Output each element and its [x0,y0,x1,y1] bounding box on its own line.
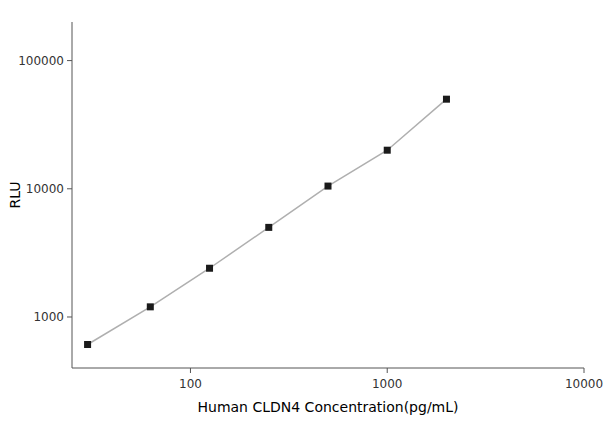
y-tick-label: 10000 [26,182,64,196]
x-tick [190,368,191,373]
marker [384,147,391,154]
y-axis-line [72,22,73,368]
marker [84,341,91,348]
y-tick-label: 100000 [18,54,64,68]
marker [325,183,332,190]
y-tick [67,60,72,61]
x-tick-label: 10000 [565,377,603,391]
background [0,0,608,426]
plot-area [84,96,450,348]
marker [265,224,272,231]
line [88,99,447,344]
y-tick-label: 1000 [33,310,64,324]
x-tick-label: 100 [179,377,202,391]
y-axis-label: RLU [7,181,23,208]
marker [443,96,450,103]
y-tick [67,188,72,189]
x-axis: 100 1000 10000 [179,368,603,391]
x-tick [387,368,388,373]
chart: 100 1000 10000 1000 10000 100000 Human CLDN4 C… [0,0,608,426]
x-axis-line [72,368,584,369]
x-axis-label: Human CLDN4 Concentration(pg/mL) [197,399,458,415]
y-tick [67,316,72,317]
y-axis: 1000 10000 100000 [18,54,72,324]
marker [206,265,213,272]
x-tick-label: 1000 [372,377,403,391]
marker [147,303,154,310]
x-tick [584,368,585,373]
